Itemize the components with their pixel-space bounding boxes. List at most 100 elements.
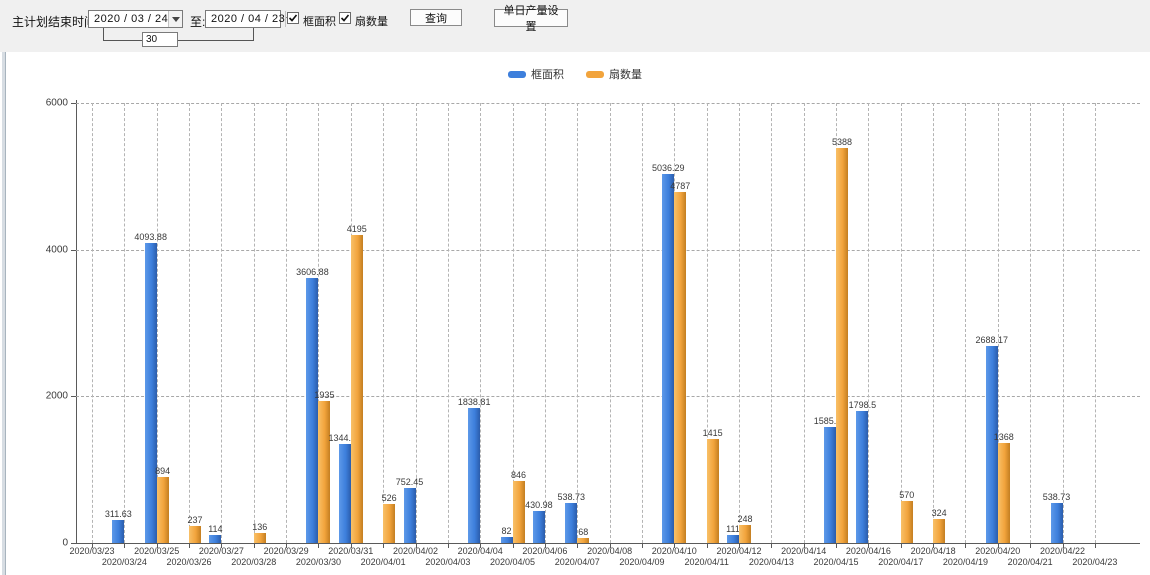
x-axis-date-label: 2020/04/10 <box>651 546 697 556</box>
v-gridline <box>447 103 449 543</box>
bar-frame-area <box>112 520 125 543</box>
bar-frame-area <box>209 534 222 543</box>
x-axis-tick <box>221 543 223 548</box>
v-gridline <box>480 103 482 543</box>
bar-value-label: 1838.81 <box>457 397 491 408</box>
bar-value-label: 3606.88 <box>296 267 329 278</box>
date-to-value[interactable]: 2020 / 04 / 23 <box>211 13 286 25</box>
y-axis-tick-label: 6000 <box>45 97 68 109</box>
x-axis-tick <box>674 543 676 548</box>
bar-value-label: 1368 <box>993 431 1014 442</box>
bar-value-label: 5388 <box>832 136 853 147</box>
interval-input[interactable]: 30 <box>142 32 178 47</box>
bar-frame-area <box>468 408 481 543</box>
x-axis-tick <box>124 543 126 548</box>
x-axis-date-label: 2020/03/27 <box>198 546 244 556</box>
bar-frame-area <box>985 345 998 543</box>
x-axis-line <box>76 543 1140 544</box>
bar-fan-count <box>383 504 396 543</box>
x-axis-tick <box>1094 543 1096 548</box>
x-axis-tick <box>706 543 708 548</box>
x-axis-tick <box>383 543 385 548</box>
bar-fan-count <box>706 439 719 543</box>
bar-value-label: 846 <box>511 469 527 480</box>
bar-frame-area <box>727 534 739 543</box>
bar-value-label: 752.45 <box>395 476 424 487</box>
x-axis-tick <box>900 543 902 548</box>
frame-area-checkbox-label[interactable]: 框面积 <box>303 16 336 28</box>
v-gridline <box>383 103 385 543</box>
x-axis-tick <box>997 543 999 548</box>
y-axis-tick <box>71 543 76 544</box>
date-from-picker[interactable]: 2020 / 03 / 24 <box>88 10 183 28</box>
v-gridline <box>577 103 579 543</box>
legend-label: 框面积 <box>531 69 564 81</box>
connector-line <box>103 28 104 41</box>
bar-value-label: 311.63 <box>104 509 132 520</box>
x-axis-date-label: 2020/04/22 <box>1039 546 1086 556</box>
x-axis-date-label: 2020/04/05 <box>490 557 536 567</box>
v-gridline <box>221 103 223 543</box>
x-axis-date-label: 2020/04/01 <box>360 557 406 567</box>
bar-value-label: 237 <box>187 514 203 525</box>
y-axis-tick-label: 0 <box>62 537 68 549</box>
x-axis-date-label: 2020/04/09 <box>619 557 665 567</box>
bar-frame-area <box>403 487 416 543</box>
bar-fan-count <box>253 533 266 543</box>
bar-value-label: 248 <box>737 513 753 524</box>
x-axis-tick <box>577 543 579 548</box>
frame-area-checkbox[interactable] <box>287 12 299 24</box>
bar-value-label: 1798.5 <box>848 400 877 411</box>
x-axis-tick <box>1062 543 1064 548</box>
bar-fan-count <box>674 191 687 543</box>
bar-value-label: 68 <box>578 527 589 537</box>
window-left-edge <box>2 0 6 575</box>
v-gridline <box>512 103 514 543</box>
x-axis-date-label: 2020/04/19 <box>942 557 988 567</box>
bar-value-label: 4195 <box>346 224 367 235</box>
bar-value-label: 538.73 <box>1042 492 1071 503</box>
x-axis-tick <box>350 543 352 548</box>
bar-fan-count <box>900 501 913 543</box>
chevron-down-icon <box>171 16 180 22</box>
bar-value-label: 2688.17 <box>975 334 1009 345</box>
x-axis-date-label: 2020/04/04 <box>457 546 503 556</box>
v-gridline <box>900 103 902 543</box>
x-axis-date-label: 2020/04/21 <box>1007 557 1053 567</box>
bar-frame-area <box>500 536 513 543</box>
date-from-dropdown-button[interactable] <box>168 11 182 27</box>
v-gridline <box>739 103 740 543</box>
v-gridline <box>124 103 126 543</box>
bar-fan-count <box>350 235 363 543</box>
h-gridline <box>76 396 1140 398</box>
fan-count-checkbox[interactable] <box>339 12 351 24</box>
x-axis-tick <box>544 543 546 548</box>
v-gridline <box>1094 103 1096 543</box>
fan-count-checkbox-label[interactable]: 扇数量 <box>355 16 388 28</box>
v-gridline <box>933 103 935 543</box>
legend-label: 扇数量 <box>609 69 642 81</box>
legend-item: 框面积 <box>508 66 564 82</box>
x-axis-date-label: 2020/03/23 <box>69 546 115 556</box>
x-axis-tick <box>868 543 870 548</box>
x-axis-date-label: 2020/04/15 <box>813 557 859 567</box>
v-gridline <box>803 103 805 543</box>
bar-fan-count <box>739 524 751 543</box>
bar-value-label: 538.73 <box>557 492 586 503</box>
toolbar: 主计划结束时间: 2020 / 03 / 24 至: 2020 / 04 / 2… <box>0 0 1150 52</box>
bar-value-label: 430.98 <box>525 500 553 511</box>
x-axis-date-label: 2020/03/28 <box>231 557 277 567</box>
date-to-picker[interactable]: 2020 / 04 / 23 <box>205 10 295 28</box>
bar-value-label: 4093.88 <box>134 231 167 242</box>
date-from-value[interactable]: 2020 / 03 / 24 <box>94 13 169 25</box>
x-axis-tick <box>933 543 935 548</box>
x-axis-date-label: 2020/03/30 <box>295 557 341 567</box>
x-axis-date-label: 2020/04/08 <box>587 546 633 556</box>
x-axis-tick <box>92 543 93 548</box>
query-button[interactable]: 查询 <box>410 9 462 26</box>
y-axis-tick <box>71 249 76 251</box>
x-axis-tick <box>641 543 643 548</box>
v-gridline <box>1062 103 1064 543</box>
daily-output-settings-button[interactable]: 单日产量设置 <box>494 5 568 33</box>
x-axis-tick <box>253 543 255 548</box>
